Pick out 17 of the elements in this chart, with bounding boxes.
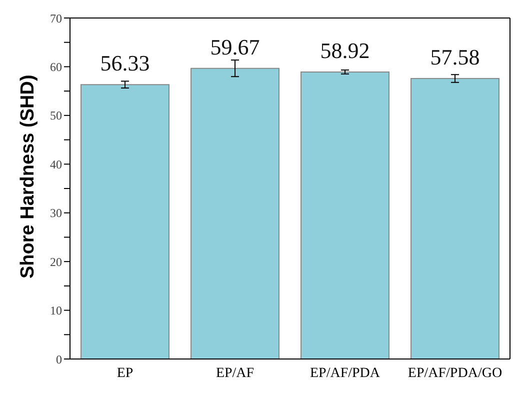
x-tick-label: EP/AF/PDA/GO [408, 366, 502, 381]
data-label: 57.58 [430, 44, 480, 70]
x-tick-label: EP/AF [216, 366, 254, 381]
y-tick-label: 0 [56, 352, 62, 366]
data-label: 58.92 [320, 38, 370, 63]
y-axis-title: Shore Hardness (SHD) [18, 74, 39, 278]
y-tick-label: 30 [50, 206, 62, 220]
y-tick-label: 50 [50, 108, 62, 123]
x-tick-label: EP [116, 366, 134, 381]
y-tick-label: 60 [50, 60, 62, 74]
y-tick-label: 10 [50, 304, 62, 318]
y-tick-label: 70 [50, 11, 62, 26]
data-label: 56.33 [100, 50, 150, 76]
y-tick-label: 40 [50, 157, 62, 172]
x-tick-label: EP/AF/PDA [310, 366, 381, 381]
y-tick-label: 20 [50, 254, 62, 269]
data-label: 59.67 [210, 34, 260, 60]
